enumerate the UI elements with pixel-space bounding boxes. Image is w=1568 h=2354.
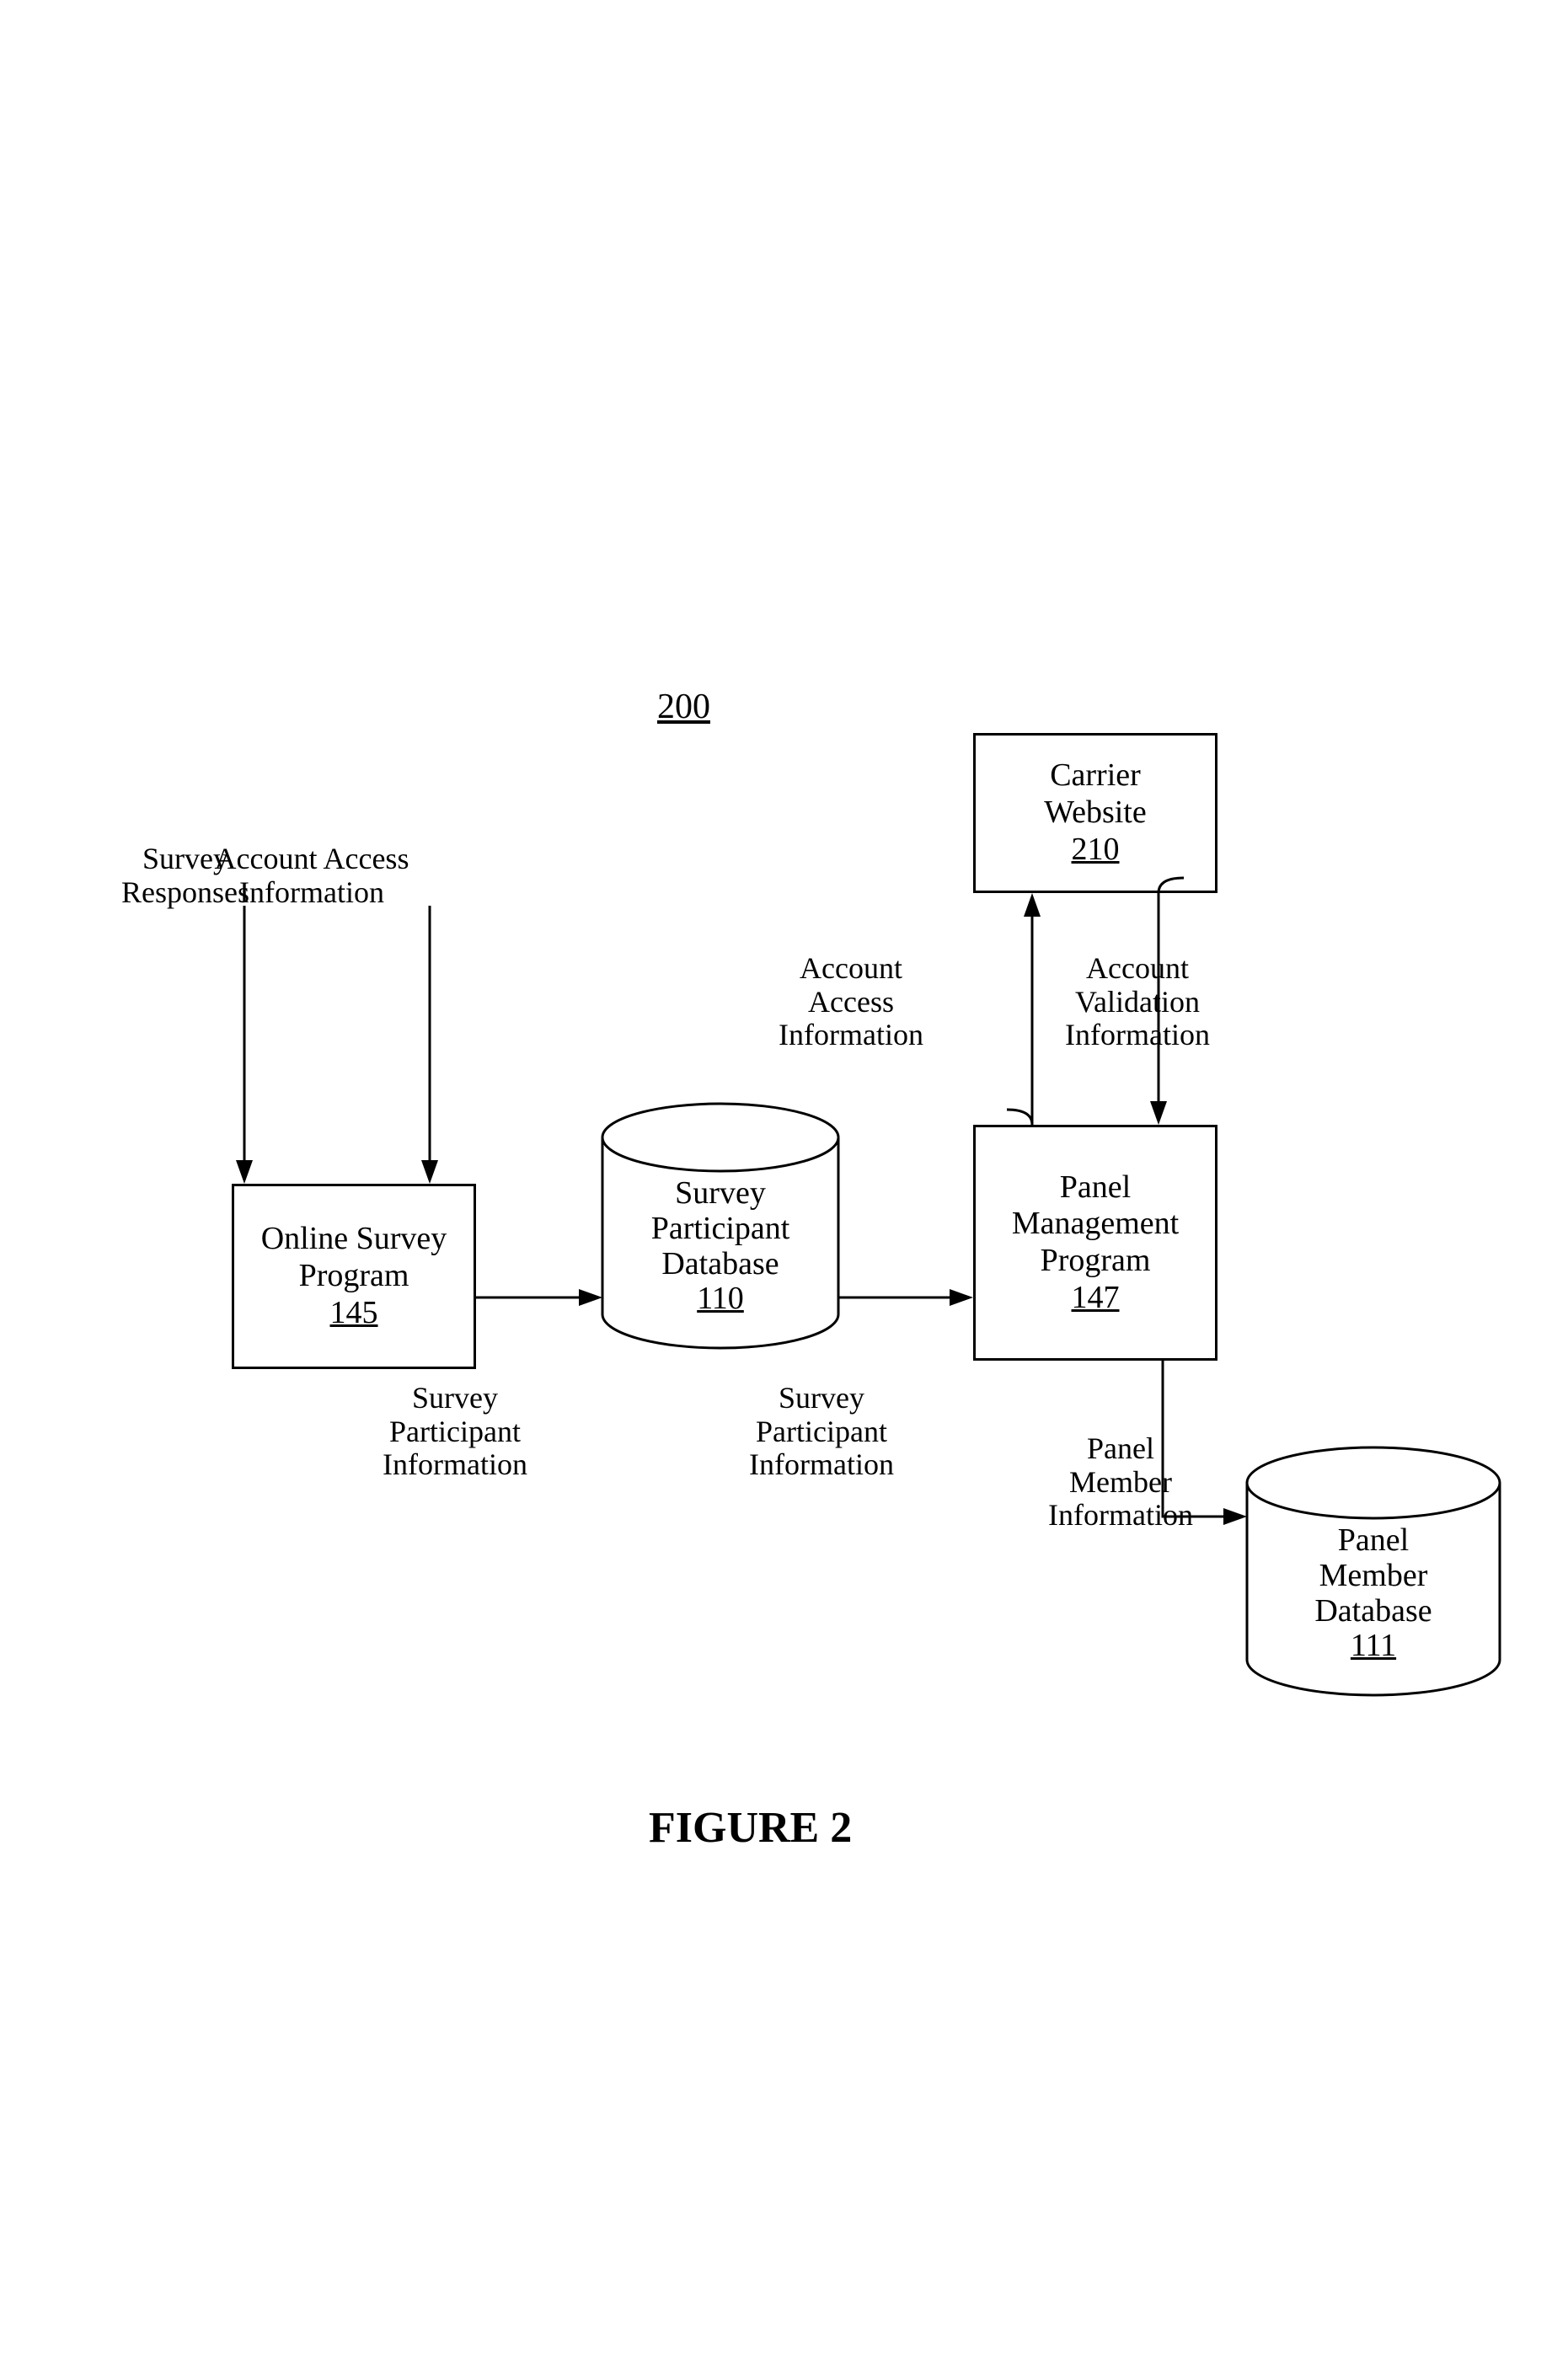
figure-title: FIGURE 2: [649, 1803, 852, 1853]
survey-participant-info-label-1: Survey Participant Information: [383, 1382, 527, 1482]
account-access-info-label-2: Account Access Information: [779, 952, 923, 1052]
panel-member-info-label: Panel Member Information: [1048, 1432, 1193, 1533]
survey-participant-database-label: SurveyParticipantDatabase110: [602, 1176, 838, 1317]
survey-participant-info-label-2: Survey Participant Information: [749, 1382, 894, 1482]
account-validation-info-label: Account Validation Information: [1065, 952, 1210, 1052]
diagram-stage: 200 Online SurveyProgram145 PanelManagem…: [0, 0, 1568, 2354]
account-access-info-label-1: Account Access Information: [215, 843, 409, 909]
panel-member-database-label: PanelMemberDatabase111: [1247, 1523, 1500, 1664]
